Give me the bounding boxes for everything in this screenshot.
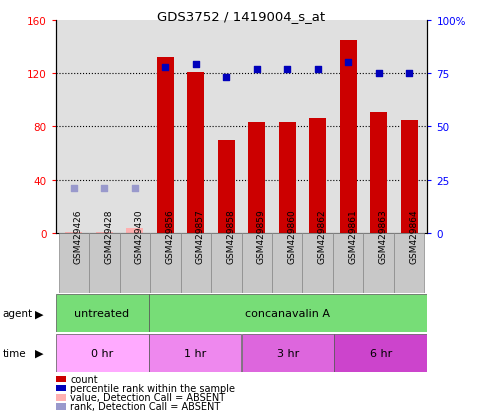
Text: 1 hr: 1 hr — [184, 348, 206, 358]
Text: count: count — [70, 374, 98, 384]
Bar — [302, 233, 333, 293]
Bar — [394, 233, 425, 293]
Bar — [120, 233, 150, 293]
Text: 6 hr: 6 hr — [370, 348, 392, 358]
Text: GSM429428: GSM429428 — [104, 209, 114, 263]
Bar — [370, 112, 387, 233]
Bar — [149, 334, 242, 372]
Bar — [334, 334, 427, 372]
Text: GSM429861: GSM429861 — [348, 209, 357, 263]
Bar — [127, 228, 143, 233]
Bar — [242, 233, 272, 293]
Bar — [150, 233, 181, 293]
Point — [344, 60, 352, 66]
Text: GSM429858: GSM429858 — [226, 209, 235, 263]
Text: GSM429426: GSM429426 — [74, 209, 83, 263]
Bar — [66, 232, 82, 233]
Point — [253, 66, 261, 73]
Bar — [96, 232, 113, 233]
Text: value, Detection Call = ABSENT: value, Detection Call = ABSENT — [70, 392, 225, 402]
Point — [161, 64, 169, 71]
Bar — [309, 119, 326, 233]
Point — [314, 66, 322, 73]
Text: GDS3752 / 1419004_s_at: GDS3752 / 1419004_s_at — [157, 10, 326, 23]
Text: ▶: ▶ — [35, 309, 43, 318]
Point — [192, 62, 199, 69]
Bar — [401, 120, 417, 233]
Text: GSM429857: GSM429857 — [196, 209, 205, 263]
Text: 3 hr: 3 hr — [277, 348, 299, 358]
Bar — [56, 334, 149, 372]
Bar — [89, 233, 120, 293]
Point — [131, 185, 139, 192]
Bar — [242, 334, 334, 372]
Text: time: time — [2, 348, 26, 358]
Bar — [187, 73, 204, 233]
Text: GSM429430: GSM429430 — [135, 209, 144, 263]
Bar — [58, 233, 89, 293]
Point — [70, 185, 78, 192]
Bar — [248, 123, 265, 233]
Bar — [211, 233, 242, 293]
Point — [375, 71, 383, 77]
Bar — [340, 40, 356, 233]
Point — [100, 185, 108, 192]
Bar — [149, 294, 427, 332]
Text: ▶: ▶ — [35, 348, 43, 358]
Text: concanavalin A: concanavalin A — [245, 309, 330, 318]
Text: GSM429864: GSM429864 — [409, 209, 418, 263]
Point — [405, 71, 413, 77]
Text: GSM429862: GSM429862 — [318, 209, 327, 263]
Text: GSM429859: GSM429859 — [257, 209, 266, 263]
Bar — [157, 58, 174, 233]
Text: GSM429863: GSM429863 — [379, 209, 388, 263]
Bar — [333, 233, 363, 293]
Point — [284, 66, 291, 73]
Text: 0 hr: 0 hr — [91, 348, 113, 358]
Bar — [363, 233, 394, 293]
Text: untreated: untreated — [74, 309, 129, 318]
Bar — [279, 123, 296, 233]
Text: agent: agent — [2, 309, 32, 318]
Text: rank, Detection Call = ABSENT: rank, Detection Call = ABSENT — [70, 401, 220, 411]
Bar — [181, 233, 211, 293]
Text: GSM429856: GSM429856 — [165, 209, 174, 263]
Point — [222, 75, 230, 81]
Text: percentile rank within the sample: percentile rank within the sample — [70, 383, 235, 393]
Bar — [218, 140, 235, 233]
Text: GSM429860: GSM429860 — [287, 209, 296, 263]
Bar — [272, 233, 302, 293]
Bar — [56, 294, 149, 332]
